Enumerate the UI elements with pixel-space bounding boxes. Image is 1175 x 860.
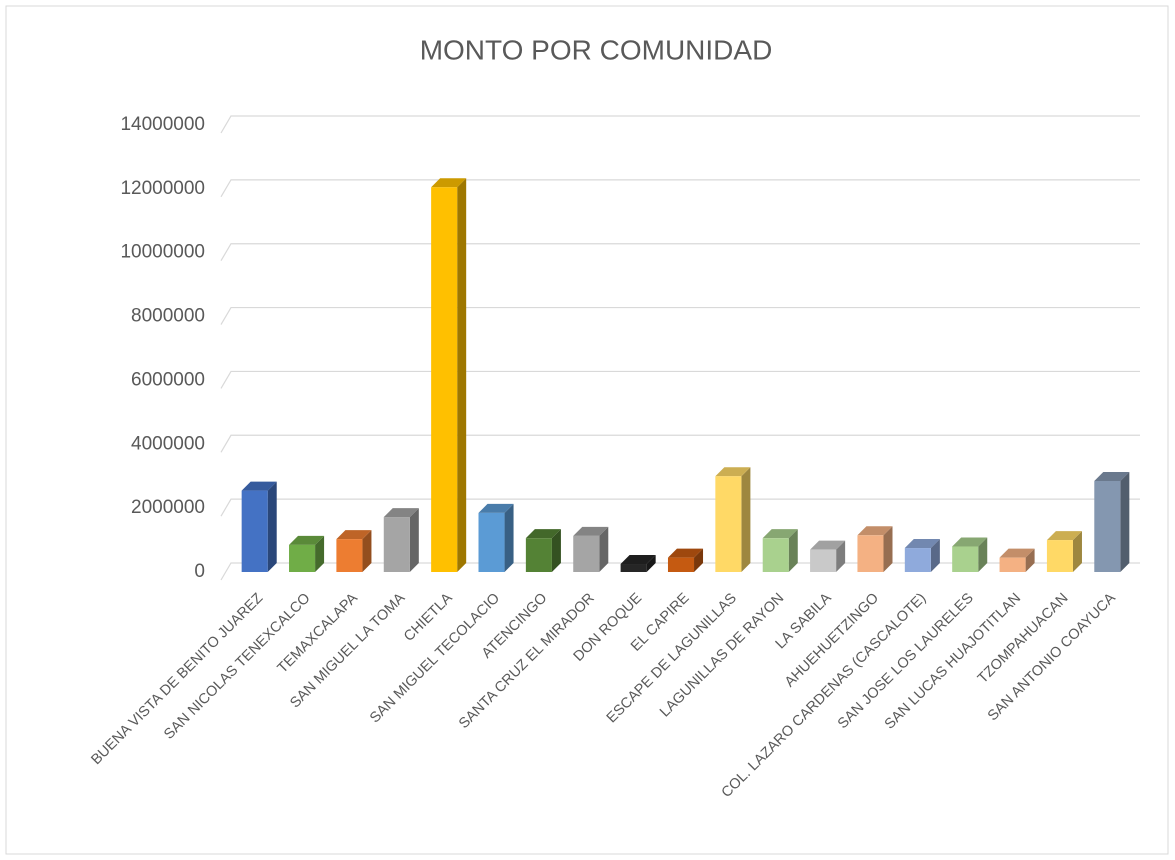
bar-side <box>267 481 277 572</box>
bar-top <box>667 548 704 558</box>
bar-top <box>620 555 656 565</box>
bar-side <box>646 555 656 572</box>
chart-title: MONTO POR COMUNIDAD <box>420 34 773 65</box>
bar-side <box>457 178 467 572</box>
y-tick-label: 14000000 <box>120 114 205 135</box>
bar-top <box>573 526 609 536</box>
bar-side <box>836 540 846 572</box>
bar-top <box>336 530 372 540</box>
bar-top <box>241 481 277 491</box>
grid-line <box>220 370 1140 389</box>
bar-top <box>999 548 1035 558</box>
bar <box>289 544 316 572</box>
y-tick-label: 6000000 <box>131 369 205 390</box>
bar-side <box>1072 531 1082 572</box>
bar <box>715 476 742 572</box>
bar-top <box>525 529 561 539</box>
bar-top <box>1094 472 1130 482</box>
bar <box>1094 481 1121 572</box>
bar-top <box>762 529 798 539</box>
bar <box>620 564 647 572</box>
bar-side <box>788 529 798 572</box>
bar-side <box>1120 472 1130 572</box>
bar <box>383 517 410 572</box>
bar-top <box>431 178 467 188</box>
bar-side <box>741 467 751 572</box>
bar-side <box>978 537 988 572</box>
bar-side <box>1025 548 1035 572</box>
grid-line <box>220 498 1140 517</box>
bar-top <box>383 508 419 518</box>
bar-top <box>952 537 988 547</box>
y-tick-label: 0 <box>194 561 205 582</box>
grid-line <box>220 243 1140 262</box>
bar-top <box>857 526 893 536</box>
y-tick-label: 12000000 <box>120 178 205 199</box>
bar-side <box>883 526 893 572</box>
bar-top <box>478 503 514 513</box>
bar-top <box>1046 531 1082 541</box>
bar <box>999 557 1026 572</box>
bar <box>952 546 979 572</box>
bar <box>431 187 458 572</box>
grid-line <box>220 434 1140 453</box>
bar <box>667 557 695 572</box>
chart-frame <box>5 5 1169 855</box>
bar-side <box>362 530 372 572</box>
y-tick-label: 2000000 <box>131 497 205 518</box>
bar-side <box>599 526 609 572</box>
bar-side <box>409 508 419 572</box>
bar-side <box>315 535 325 572</box>
bar-top <box>715 467 751 477</box>
y-tick-label: 8000000 <box>131 306 205 327</box>
bar-side <box>551 529 561 572</box>
bar <box>525 538 552 572</box>
bar-side <box>930 539 940 572</box>
bar <box>857 535 884 572</box>
grid-line <box>220 179 1140 198</box>
grid-line <box>220 306 1140 325</box>
bar-side <box>694 548 704 572</box>
y-tick-label: 4000000 <box>131 433 205 454</box>
bar <box>904 548 931 572</box>
bar <box>241 490 268 572</box>
grid-line <box>220 115 1140 134</box>
y-tick-label: 10000000 <box>120 242 205 263</box>
bar <box>573 535 600 572</box>
bar-top <box>810 540 846 550</box>
bar-top <box>289 535 325 545</box>
bar-side <box>504 503 514 572</box>
bar <box>810 549 837 572</box>
bar-top <box>904 539 940 549</box>
bar <box>478 512 505 572</box>
bar <box>336 539 363 572</box>
bar <box>762 538 789 572</box>
bar <box>1046 540 1073 572</box>
